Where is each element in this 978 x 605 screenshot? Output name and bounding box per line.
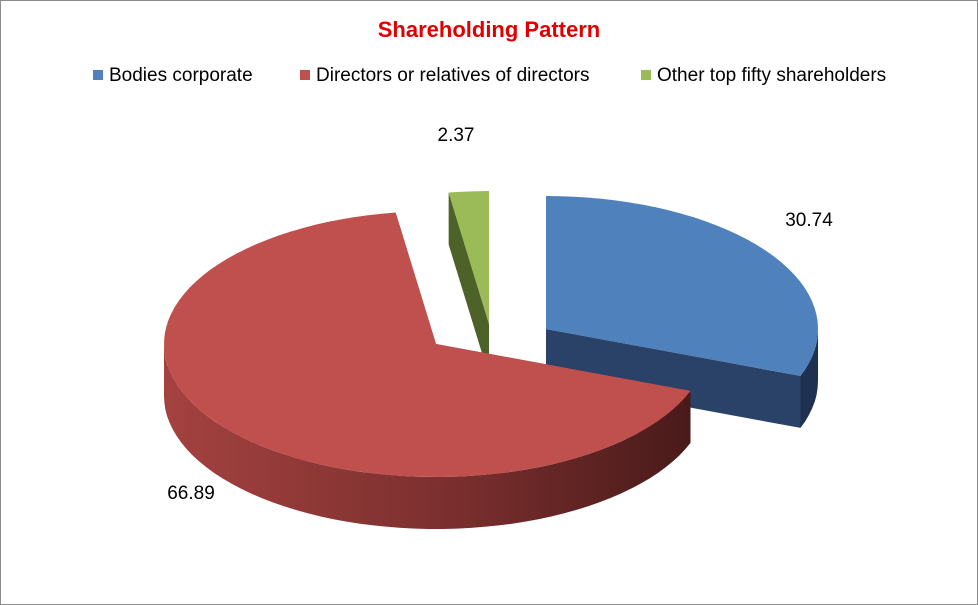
legend-swatch-other-top-fifty — [641, 70, 651, 80]
legend-item-bodies-corporate: Bodies corporate — [93, 65, 253, 87]
data-label-other-top-fifty: 2.37 — [438, 125, 475, 146]
pie-slice-directors — [164, 212, 691, 529]
slice-wall-other-top-fifty-0 — [448, 192, 489, 376]
pie-slices — [164, 191, 818, 529]
legend-item-other-top-fifty: Other top fifty shareholders — [641, 65, 886, 87]
data-label-bodies-corporate: 30.74 — [785, 210, 833, 231]
slice-top-bodies-corporate — [546, 196, 818, 376]
pie-slice-bodies-corporate — [546, 196, 818, 428]
slice-top-directors — [164, 212, 691, 477]
legend-swatch-bodies-corporate — [93, 70, 103, 80]
data-label-directors: 66.89 — [167, 483, 215, 504]
slice-wall-bodies-corporate-1 — [546, 329, 801, 428]
legend-item-directors: Directors or relatives of directors — [300, 65, 589, 87]
legend-label-bodies-corporate: Bodies corporate — [109, 65, 253, 86]
legend-label-other-top-fifty: Other top fifty shareholders — [657, 65, 887, 86]
slice-top-other-top-fifty — [448, 191, 489, 324]
legend-label-directors: Directors or relatives of directors — [316, 65, 590, 86]
legend: Bodies corporate Directors or relatives … — [1, 65, 977, 91]
pie-slice-other-top-fifty — [448, 191, 489, 376]
legend-swatch-directors — [300, 70, 310, 80]
chart-title: Shareholding Pattern — [377, 17, 601, 42]
slice-side-bodies-corporate — [800, 329, 818, 428]
slice-side-directors — [164, 344, 691, 529]
pie-data-labels: 30.74 66.89 2.37 — [167, 125, 833, 504]
